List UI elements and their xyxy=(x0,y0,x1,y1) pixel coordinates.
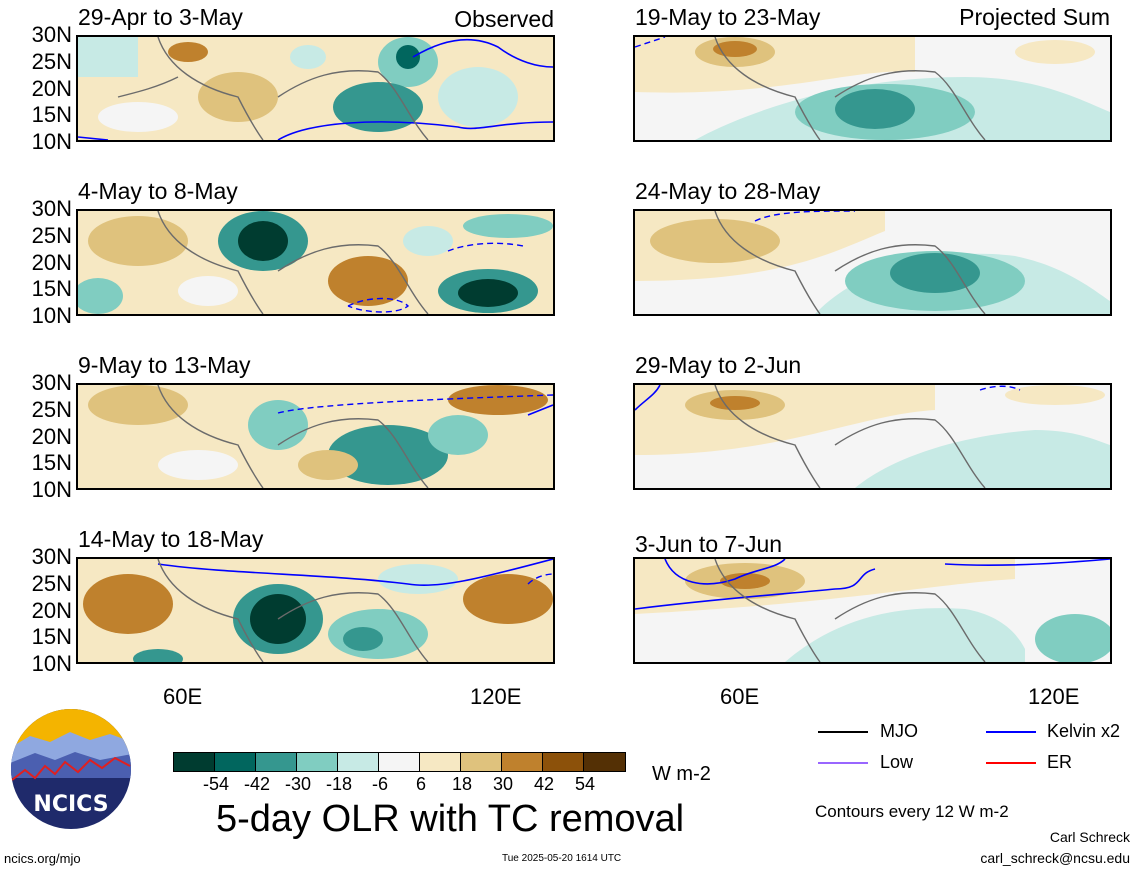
olr-colorbar xyxy=(173,752,626,772)
footer-timestamp: Tue 2025-05-20 1614 UTC xyxy=(502,853,622,864)
lat-label: 30N xyxy=(31,22,72,47)
colorbar-tick-label: -42 xyxy=(243,774,271,794)
lon-label-60e-right: 60E xyxy=(720,684,760,709)
colorbar-swatch xyxy=(297,753,338,771)
map-panel-6 xyxy=(633,383,1112,490)
colorbar-ticks: -54 -42 -30 -18 -6 6 18 30 42 54 xyxy=(173,774,626,796)
map-panel-1 xyxy=(76,35,555,142)
lat-label: 20N xyxy=(31,75,72,101)
colorbar-tick-label: -6 xyxy=(371,774,389,794)
colorbar-swatch xyxy=(256,753,297,771)
lat-label: 10N xyxy=(31,303,72,328)
panel-4-title: 24-May to 28-May xyxy=(635,178,821,204)
lat-label: 30N xyxy=(31,544,72,569)
map-panel-2 xyxy=(633,35,1112,142)
colorbar-tick-label: -54 xyxy=(202,774,230,794)
lat-label: 30N xyxy=(31,196,72,221)
legend-mjo-swatch xyxy=(818,731,868,733)
colorbar-swatch xyxy=(174,753,215,771)
lat-label: 20N xyxy=(31,249,72,275)
colorbar-tick-label: -18 xyxy=(325,774,353,794)
lat-label: 10N xyxy=(31,651,72,676)
lat-label: 20N xyxy=(31,597,72,623)
lat-label: 10N xyxy=(31,129,72,154)
lat-label: 15N xyxy=(31,276,72,302)
colorbar-unit: W m-2 xyxy=(652,763,711,785)
colorbar-swatch xyxy=(215,753,256,771)
lat-label: 20N xyxy=(31,423,72,449)
panel-7-title: 14-May to 18-May xyxy=(78,526,264,552)
map-panel-4 xyxy=(633,209,1112,316)
colorbar-swatch xyxy=(502,753,543,771)
lat-label: 15N xyxy=(31,624,72,650)
colorbar-tick-label: 54 xyxy=(574,774,596,794)
panel-1-tag: Observed xyxy=(454,6,554,32)
panel-8-title: 3-Jun to 7-Jun xyxy=(635,531,783,557)
lat-label: 10N xyxy=(31,477,72,502)
main-title: 5-day OLR with TC removal xyxy=(216,798,685,840)
lat-label: 25N xyxy=(31,570,72,596)
ncics-logo: NCICS xyxy=(10,708,132,830)
lat-label: 25N xyxy=(31,222,72,248)
colorbar-tick-label: -30 xyxy=(284,774,312,794)
panel-6-title: 29-May to 2-Jun xyxy=(635,352,802,378)
legend-low-swatch xyxy=(818,762,868,764)
legend-er-swatch xyxy=(986,762,1036,764)
footer-url: ncics.org/mjo xyxy=(4,851,81,866)
legend-low-label: Low xyxy=(880,752,914,772)
map-panel-7 xyxy=(76,557,555,664)
colorbar-swatch xyxy=(338,753,379,771)
legend-mjo-label: MJO xyxy=(880,721,918,741)
map-panel-8 xyxy=(633,557,1112,664)
logo-text: NCICS xyxy=(33,792,108,817)
lat-label: 15N xyxy=(31,450,72,476)
panel-5-title: 9-May to 13-May xyxy=(78,352,251,378)
footer-email: carl_schreck@ncsu.edu xyxy=(980,850,1130,866)
panel-1-title: 29-Apr to 3-May xyxy=(78,4,243,30)
colorbar-swatch xyxy=(379,753,420,771)
footer-author: Carl Schreck xyxy=(1049,829,1130,845)
map-panel-5 xyxy=(76,383,555,490)
colorbar-swatch xyxy=(420,753,461,771)
lat-label: 30N xyxy=(31,370,72,395)
colorbar-tick-label: 30 xyxy=(492,774,514,794)
legend-kelvin-label: Kelvin x2 xyxy=(1047,721,1121,741)
colorbar-tick-label: 42 xyxy=(533,774,555,794)
panel-2-tag: Projected Sum xyxy=(959,4,1110,30)
map-panel-3 xyxy=(76,209,555,316)
panel-2-title: 19-May to 23-May xyxy=(635,4,821,30)
legend-kelvin-swatch xyxy=(986,731,1036,733)
colorbar-tick-label: 6 xyxy=(415,774,427,794)
contour-note: Contours every 12 W m-2 xyxy=(815,802,1009,821)
colorbar-swatch xyxy=(461,753,502,771)
colorbar-swatch xyxy=(543,753,584,771)
lon-label-120e-right: 120E xyxy=(1028,684,1080,709)
colorbar-tick-label: 18 xyxy=(451,774,473,794)
colorbar-swatch xyxy=(584,753,625,771)
legend-er-label: ER xyxy=(1047,752,1073,772)
panel-3-title: 4-May to 8-May xyxy=(78,178,238,204)
lat-label: 25N xyxy=(31,396,72,422)
lat-label: 15N xyxy=(31,102,72,128)
lon-label-60e-left: 60E xyxy=(163,684,203,709)
lon-label-120e-left: 120E xyxy=(470,684,522,709)
lat-label: 25N xyxy=(31,48,72,74)
